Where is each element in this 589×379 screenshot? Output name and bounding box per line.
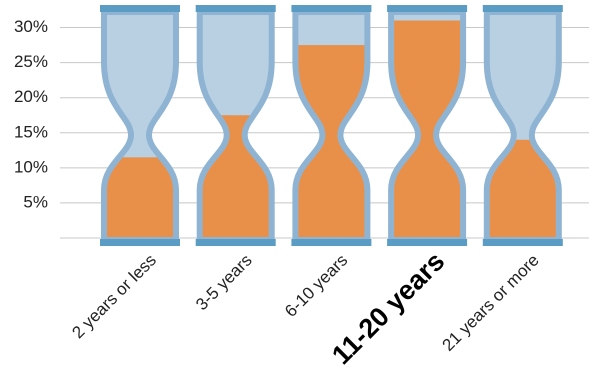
hourglass-cap: [387, 239, 468, 246]
y-tick-label: 25%: [14, 52, 48, 71]
hourglass-cap: [100, 5, 180, 12]
y-tick-label: 20%: [14, 87, 48, 106]
sand: [486, 139, 559, 240]
x-tick-label: 3-5 years: [192, 251, 256, 315]
sand: [391, 20, 464, 240]
x-tick-label: 21 years or more: [439, 251, 543, 355]
y-tick-label: 30%: [14, 17, 48, 36]
sand: [104, 157, 176, 240]
x-tick-label: 6-10 years: [281, 251, 351, 321]
hourglass-cap: [482, 239, 563, 246]
hourglass-cap: [482, 5, 563, 12]
sand: [199, 115, 272, 240]
hourglass-cap: [291, 5, 372, 12]
hourglass-cap: [195, 239, 276, 246]
hourglass-cap: [100, 239, 180, 246]
y-tick-label: 10%: [14, 157, 48, 176]
sand: [295, 45, 368, 240]
hourglass-cap: [195, 5, 276, 12]
hourglass-cap: [387, 5, 468, 12]
x-tick-label: 2 years or less: [68, 251, 160, 343]
hourglass-cap: [291, 239, 372, 246]
y-tick-label: 5%: [23, 192, 48, 211]
y-tick-label: 15%: [14, 122, 48, 141]
